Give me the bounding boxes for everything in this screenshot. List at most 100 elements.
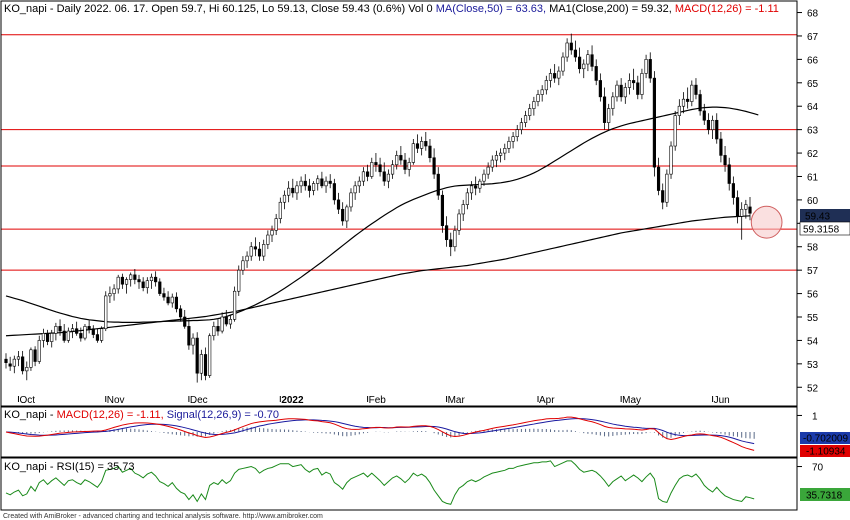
candle-body-125 [523, 115, 528, 123]
candle-34 [145, 277, 149, 294]
candle-138 [577, 47, 582, 74]
candle-137 [573, 40, 578, 62]
candle-body-88 [370, 162, 374, 177]
candle-body-141 [590, 54, 594, 67]
candle-body-133 [557, 70, 561, 79]
candle-21 [91, 325, 95, 339]
candle-body-31 [133, 274, 137, 280]
candle-body-136 [569, 42, 573, 51]
candle-64 [270, 225, 274, 243]
candle-61 [257, 242, 262, 261]
candle-body-54 [228, 319, 233, 325]
candle-body-105 [440, 194, 445, 226]
candle-85 [357, 176, 361, 193]
candle-69 [291, 178, 295, 198]
candle-25 [108, 286, 112, 303]
candle-14 [62, 324, 66, 343]
candle-body-156 [652, 77, 656, 168]
candle-164 [686, 87, 690, 109]
macd-pane[interactable]: 1 KO_napi - MACD(12,26) = -1.11, Signal(… [0, 406, 850, 458]
candle-body-36 [154, 276, 158, 283]
macd-panel-title: KO_napi - MACD(12,26) = -1.11, Signal(12… [4, 409, 279, 421]
candle-body-25 [108, 293, 112, 297]
price-tick-label-64: 64 [807, 102, 819, 113]
macd-tick-label-1: 1 [812, 411, 818, 422]
candle-body-30 [129, 274, 133, 280]
candle-147 [615, 80, 619, 102]
candle-body-56 [237, 269, 241, 292]
candle-8 [37, 335, 41, 364]
candle-body-85 [357, 180, 361, 187]
candle-body-142 [594, 66, 598, 81]
candle-119 [499, 148, 503, 163]
macd-line [5, 416, 755, 451]
candle-90 [378, 157, 382, 177]
candle-126 [528, 103, 532, 121]
price-tick-label-54: 54 [807, 336, 819, 347]
candle-78 [328, 174, 332, 189]
candle-175 [731, 176, 735, 205]
macd-y-axis: 1 [797, 411, 818, 422]
price-pane[interactable]: 5253545556575859606162636465666768 OctNo… [0, 0, 850, 407]
time-x-axis: Oct Nov Dec 2022 Feb Mar Apr May Jun [17, 395, 730, 406]
macd-lines [5, 416, 755, 451]
candle-body-59 [249, 246, 253, 257]
time-tick-label-1: Nov [107, 395, 125, 406]
candle-body-169 [706, 119, 711, 130]
candle-body-157 [656, 166, 661, 191]
candle-151 [632, 68, 636, 90]
candle-115 [482, 169, 486, 186]
candle-body-102 [428, 145, 432, 159]
candle-body-79 [332, 183, 336, 201]
candle-body-72 [303, 180, 307, 187]
candle-39 [166, 291, 170, 306]
candle-body-4 [21, 356, 25, 372]
candle-body-95 [399, 155, 403, 161]
candle-body-77 [324, 180, 328, 187]
close-price-marker: 59.43 [800, 209, 850, 223]
candle-body-97 [407, 162, 411, 170]
ma200-label: MA1(Close,200) = 59.32, [549, 3, 672, 15]
price-tick-label-52: 52 [807, 383, 819, 394]
candle-body-100 [420, 141, 424, 149]
candle-62 [262, 239, 266, 261]
candle-65 [274, 213, 278, 236]
candle-66 [278, 197, 282, 224]
candle-84 [353, 181, 357, 200]
candle-body-70 [295, 185, 299, 194]
candle-101 [424, 131, 428, 151]
candle-2 [12, 355, 16, 374]
candle-41 [174, 292, 179, 313]
candle-body-34 [145, 280, 149, 289]
candle-86 [361, 167, 366, 186]
candle-10 [45, 329, 50, 346]
rsi-pane[interactable]: 70 KO_napi - RSI(15) = 35.73 35.7318 [0, 457, 850, 511]
candle-111 [465, 188, 469, 210]
price-tick-label-67: 67 [807, 32, 819, 43]
candle-116 [486, 162, 490, 179]
time-tick-label-6: Apr [539, 395, 555, 406]
candle-body-179 [748, 206, 752, 214]
candlesticks [4, 33, 752, 383]
candle-body-152 [636, 82, 640, 95]
candle-87 [366, 164, 370, 182]
candle-98 [411, 139, 415, 165]
candle-131 [548, 68, 553, 88]
candle-body-0 [4, 358, 8, 363]
candle-body-176 [735, 197, 740, 217]
candle-106 [444, 216, 449, 247]
candle-body-11 [50, 333, 54, 342]
candle-167 [698, 89, 702, 116]
price-title-main: KO_napi - Daily 2022. 06. 17. Open 59.7,… [4, 3, 433, 15]
candle-141 [590, 45, 594, 72]
candle-body-119 [499, 152, 503, 156]
candle-112 [469, 181, 474, 200]
candle-72 [303, 174, 307, 191]
candle-body-162 [677, 105, 681, 116]
price-tick-label-62: 62 [807, 149, 819, 160]
candle-148 [619, 78, 623, 102]
candle-body-10 [45, 333, 50, 342]
candle-75 [316, 175, 320, 191]
candle-33 [141, 277, 145, 292]
candle-body-106 [444, 225, 449, 241]
